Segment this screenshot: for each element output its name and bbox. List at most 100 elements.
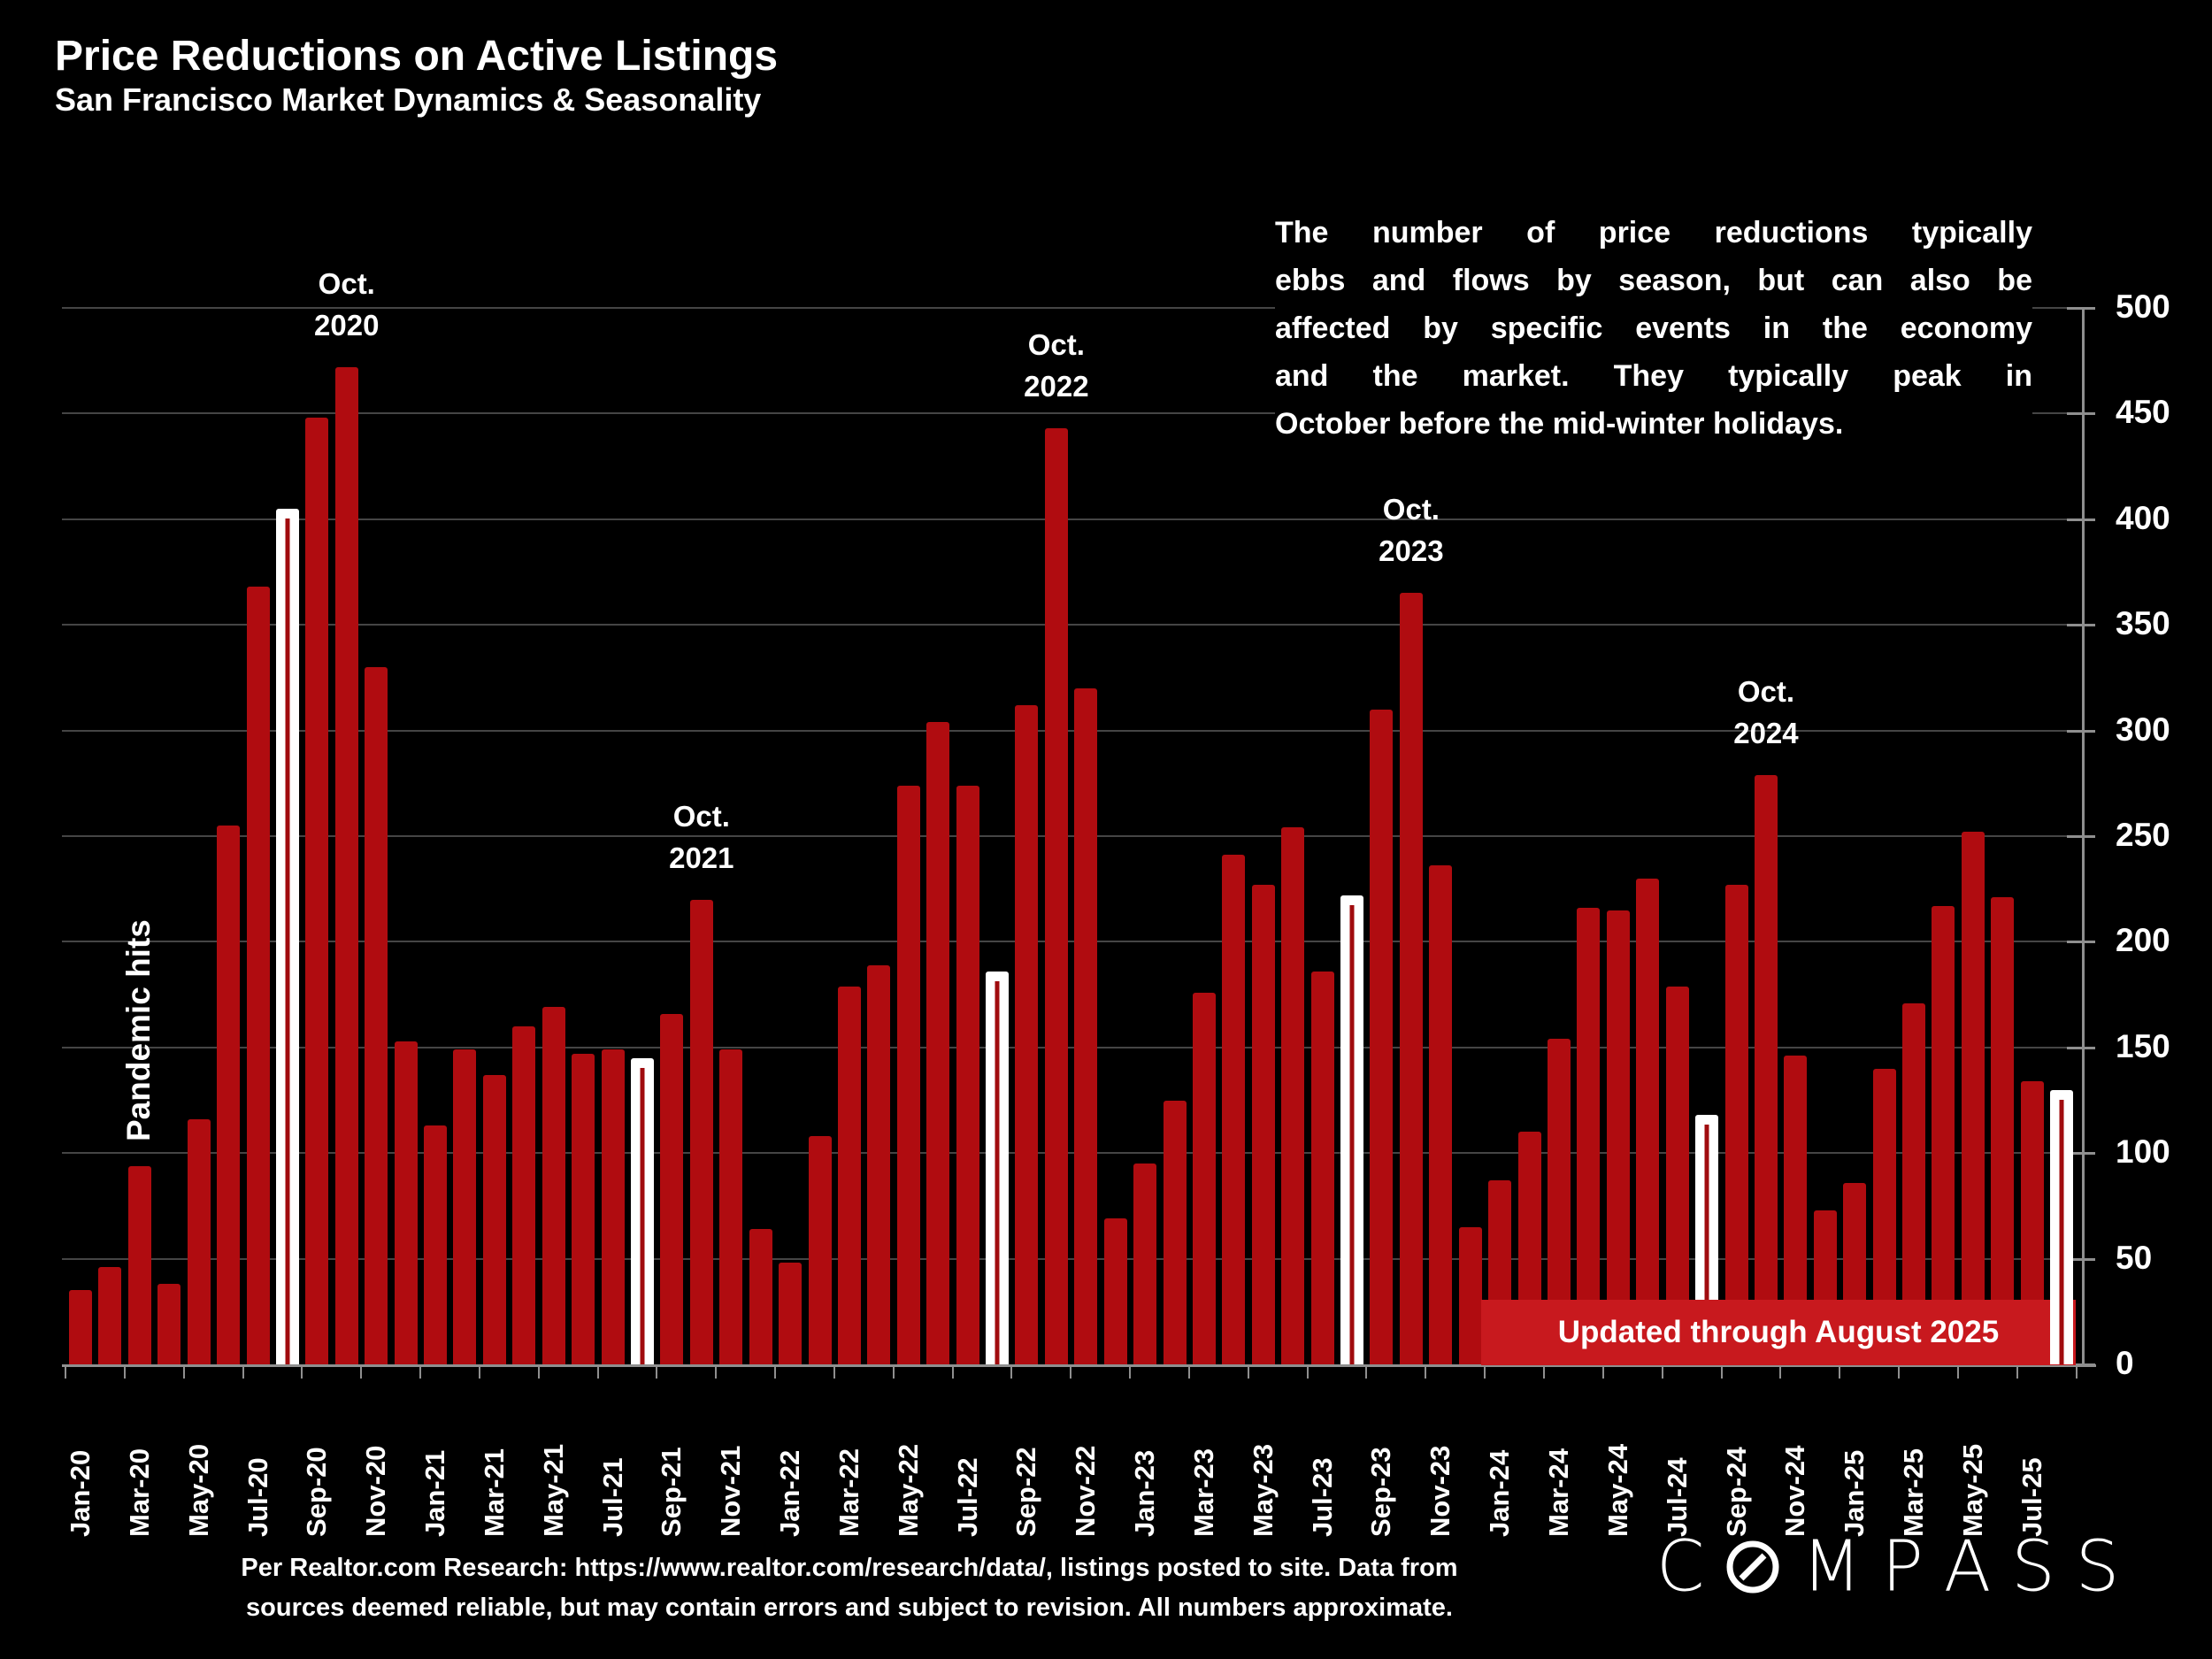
bar-Oct-23	[1399, 593, 1423, 1364]
commentary-line: The number of price reductions typically	[1275, 216, 2032, 250]
y-axis-label-300: 300	[2116, 710, 2170, 748]
bar-highlight-inner-line	[640, 1067, 645, 1364]
gridline-50	[62, 1257, 2082, 1260]
x-axis-tick	[65, 1367, 66, 1379]
y-axis-label-0: 0	[2116, 1345, 2134, 1381]
x-axis-label-Jul-20: Jul-20	[242, 1457, 273, 1537]
x-axis-tick	[1484, 1367, 1486, 1379]
bar-May-23	[1251, 884, 1275, 1364]
page-subtitle: San Francisco Market Dynamics & Seasonal…	[55, 81, 762, 118]
gridline-300	[62, 729, 2082, 732]
x-axis-line	[62, 1364, 2096, 1367]
y-axis-tick-200	[2067, 941, 2095, 944]
bar-Apr-21	[512, 1025, 536, 1364]
annotation-year: 2020	[314, 308, 380, 342]
y-axis-label-350: 350	[2116, 605, 2170, 642]
x-axis-label-Jul-25: Jul-25	[2016, 1457, 2047, 1537]
bar-Apr-23	[1222, 855, 1246, 1364]
annotation-month: Oct.	[1382, 493, 1440, 526]
annotation-month: Oct.	[1027, 328, 1085, 362]
bar-Dec-23	[1458, 1226, 1482, 1364]
x-axis-tick	[123, 1367, 126, 1379]
annotation-Oct-22: Oct. 2022	[959, 324, 1154, 407]
bar-Nov-21	[719, 1049, 743, 1364]
x-axis-tick	[1779, 1367, 1782, 1379]
compass-slashed-o-icon	[1724, 1539, 1801, 1595]
x-axis-label-Jul-21: Jul-21	[596, 1457, 628, 1537]
x-axis-tick	[1187, 1367, 1190, 1379]
bar-Dec-22	[1103, 1218, 1127, 1364]
bar-Jun-20	[217, 826, 241, 1364]
bar-Jul-23	[1310, 971, 1334, 1364]
annotation-Oct-24: Oct. 2024	[1669, 671, 1863, 754]
x-axis-label-Jan-24: Jan-24	[1484, 1449, 1516, 1537]
bar-Jun-25	[1991, 897, 2015, 1364]
y-axis-label-150: 150	[2116, 1027, 2170, 1064]
x-axis-label-Nov-20: Nov-20	[360, 1445, 392, 1537]
pandemic-annotation: Pandemic hits	[120, 919, 157, 1141]
bar-Sep-24	[1724, 884, 1748, 1364]
y-axis-label-450: 450	[2116, 394, 2170, 431]
gridline-250	[62, 835, 2082, 837]
bar-Mar-20	[127, 1165, 151, 1364]
gridline-350	[62, 624, 2082, 626]
bar-May-20	[187, 1118, 211, 1364]
bar-highlight-inner-line	[285, 518, 290, 1364]
bar-highlight-inner-line	[2059, 1099, 2064, 1364]
x-axis-tick	[1306, 1367, 1309, 1379]
x-axis-label-Jan-22: Jan-22	[774, 1449, 806, 1537]
bar-Jul-20	[246, 587, 270, 1364]
bar-Dec-21	[749, 1229, 772, 1364]
x-axis-label-Nov-21: Nov-21	[715, 1445, 747, 1537]
y-axis-tick-150	[2067, 1046, 2095, 1049]
x-axis-tick	[1010, 1367, 1013, 1379]
bar-highlight-inner-line	[1704, 1125, 1709, 1364]
bar-Mar-21	[482, 1074, 506, 1364]
x-axis-tick	[1543, 1367, 1545, 1379]
annotation-year: 2023	[1379, 534, 1444, 568]
source-line: Per Realtor.com Research: https://www.re…	[241, 1554, 1458, 1582]
x-axis-tick	[1129, 1367, 1132, 1379]
x-axis-tick	[301, 1367, 303, 1379]
x-axis-tick	[951, 1367, 954, 1379]
commentary-text-box: The number of price reductions typically…	[1275, 209, 2032, 448]
bar-Aug-25	[2050, 1089, 2074, 1364]
bar-highlight-inner-line	[995, 980, 1000, 1364]
x-axis-label-Jan-21: Jan-21	[419, 1449, 451, 1537]
y-axis-label-100: 100	[2116, 1133, 2170, 1171]
x-axis-tick	[596, 1367, 599, 1379]
x-axis-tick	[1839, 1367, 1841, 1379]
bar-Aug-22	[986, 971, 1010, 1364]
bar-Oct-24	[1754, 774, 1778, 1364]
compass-logo-letter: A	[1943, 1526, 1992, 1608]
x-axis-label-May-21: May-21	[537, 1443, 569, 1537]
y-axis-tick-400	[2067, 518, 2095, 521]
y-axis-label-200: 200	[2116, 922, 2170, 959]
x-axis-label-Mar-21: Mar-21	[478, 1448, 510, 1537]
annotation-year: 2021	[669, 841, 734, 874]
bar-May-21	[541, 1007, 565, 1364]
y-axis-label-250: 250	[2116, 817, 2170, 853]
bar-Jan-20	[69, 1290, 92, 1364]
x-axis-label-Jul-22: Jul-22	[951, 1457, 983, 1537]
x-axis-label-May-23: May-23	[1247, 1443, 1279, 1537]
bar-Feb-21	[453, 1049, 477, 1364]
bar-Jan-22	[779, 1263, 803, 1364]
x-axis-tick	[1956, 1367, 1959, 1379]
y-axis-tick-50	[2067, 1257, 2095, 1261]
bar-Feb-22	[808, 1136, 832, 1364]
x-axis-tick	[774, 1367, 777, 1379]
bar-Mar-23	[1192, 992, 1216, 1364]
gridline-150	[62, 1046, 2082, 1048]
y-axis-tick-100	[2067, 1152, 2095, 1156]
x-axis-tick	[715, 1367, 718, 1379]
x-axis-label-Jan-23: Jan-23	[1129, 1449, 1161, 1537]
bar-Oct-20	[334, 366, 358, 1364]
x-axis-label-Mar-24: Mar-24	[1543, 1448, 1574, 1537]
x-axis-tick	[537, 1367, 540, 1379]
y-axis-tick-250	[2067, 835, 2095, 838]
gridline-400	[62, 518, 2082, 520]
bar-Aug-21	[630, 1057, 654, 1364]
compass-logo-letter: S	[2075, 1526, 2120, 1608]
